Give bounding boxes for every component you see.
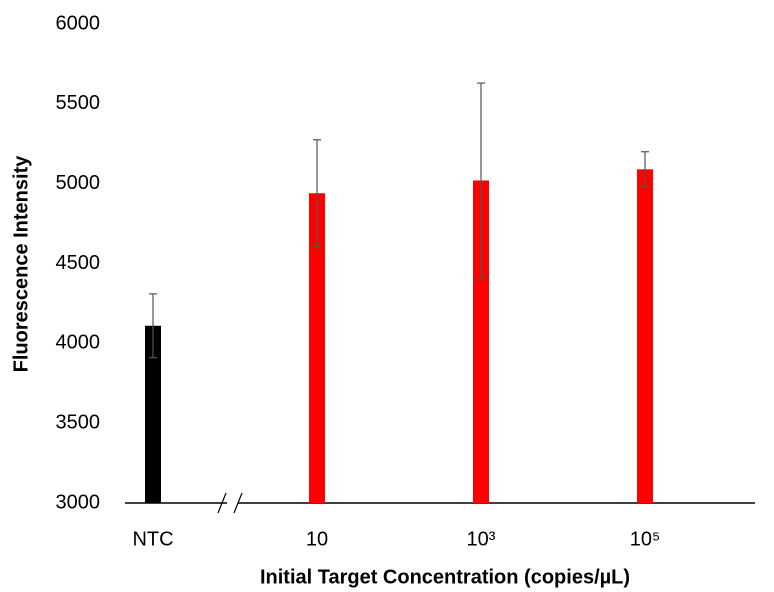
x-tick-label: NTC <box>132 528 173 550</box>
axis-break <box>233 492 243 514</box>
y-tick-label: 6000 <box>56 12 101 34</box>
x-axis-title: Initial Target Concentration (copies/µL) <box>260 566 630 588</box>
y-tick-label: 5500 <box>56 92 101 114</box>
y-tick-label: 4000 <box>56 332 101 354</box>
y-axis-title: Fluorescence Intensity <box>10 155 32 373</box>
x-tick-label: 10³ <box>467 528 496 550</box>
y-tick-label: 3000 <box>56 491 101 513</box>
y-tick-label: 4500 <box>56 252 101 274</box>
bar <box>473 180 489 503</box>
bar <box>309 193 325 503</box>
bar <box>145 325 161 503</box>
bar <box>637 169 653 503</box>
y-tick-label: 5000 <box>56 172 101 194</box>
x-tick-label: 10⁵ <box>630 528 661 550</box>
x-tick-label: 10 <box>306 528 328 550</box>
axis-break <box>217 492 227 514</box>
y-tick-label: 3500 <box>56 411 101 433</box>
